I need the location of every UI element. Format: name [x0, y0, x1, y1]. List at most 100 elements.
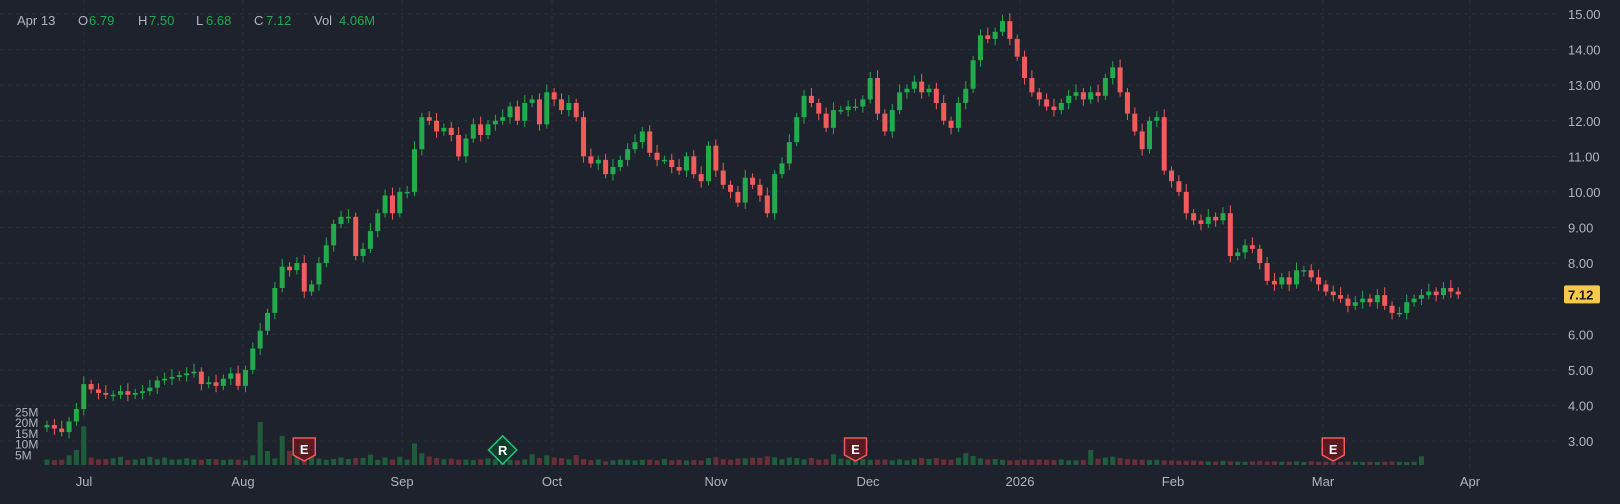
candle-body	[103, 392, 109, 395]
candle-body	[140, 391, 146, 393]
volume-bar	[581, 458, 587, 465]
candle-body	[1102, 78, 1108, 96]
candle-body	[1338, 295, 1344, 299]
candle-body	[1323, 284, 1329, 292]
time-axis[interactable]: Jul Aug Sep Oct Nov Dec 2026 Feb Mar Apr	[76, 474, 1481, 489]
volume-bar	[1396, 461, 1402, 465]
volume-bar	[316, 458, 322, 465]
volume-bar	[44, 459, 50, 465]
revision-marker[interactable]	[487, 434, 518, 466]
volume-bar	[838, 458, 844, 465]
earnings-marker[interactable]	[1321, 437, 1345, 462]
candle-body	[1220, 213, 1226, 221]
volume-bar	[1227, 461, 1233, 465]
earnings-marker[interactable]	[292, 437, 316, 462]
volume-bar	[242, 460, 248, 465]
y-tick-label: 13.00	[1568, 78, 1601, 93]
candle-body	[823, 113, 829, 128]
x-tick-label: 2026	[1006, 474, 1035, 489]
volume-bar	[1367, 461, 1373, 465]
candle-body	[992, 31, 998, 39]
volume-bar	[81, 426, 87, 465]
volume-bar	[1147, 460, 1152, 465]
candle-body	[838, 110, 844, 112]
candle-body	[1389, 305, 1395, 313]
volume-bar	[566, 459, 572, 465]
volume-bar	[1102, 457, 1108, 465]
candle-body	[66, 421, 72, 433]
candle-body	[1000, 21, 1005, 32]
candle-body	[882, 113, 888, 132]
volume-bar	[1080, 460, 1086, 465]
candle-body	[426, 117, 432, 121]
candle-body	[573, 102, 579, 118]
candle-body	[132, 392, 138, 395]
volume-bar	[1271, 461, 1277, 465]
candle-body	[691, 156, 697, 175]
candle-body	[625, 149, 631, 160]
volume-bar	[228, 459, 234, 465]
candle-body	[551, 92, 557, 100]
volume-bar	[948, 459, 954, 465]
candle-body	[294, 263, 300, 271]
candle-body	[661, 159, 667, 162]
x-tick-label: Feb	[1162, 474, 1184, 489]
volume-bar	[720, 459, 726, 465]
price-axis[interactable]: 15.00 14.00 13.00 12.00 11.00 10.00 9.00 8.00 7.…	[1564, 7, 1601, 449]
legend-volume-value: 4.06M	[339, 13, 375, 28]
volume-bar	[323, 459, 329, 465]
candle-body	[1213, 216, 1219, 221]
candle-body	[360, 248, 366, 256]
volume-bar	[478, 459, 484, 465]
volume-bar	[1007, 460, 1013, 465]
candle-body	[559, 99, 564, 111]
candle-body	[456, 134, 462, 157]
volume-bar	[728, 459, 734, 465]
candle-body	[977, 35, 983, 61]
candle-body	[772, 174, 778, 214]
x-tick-label: Aug	[231, 474, 254, 489]
volume-bar	[691, 460, 697, 465]
candle-body	[786, 142, 792, 164]
volume-bar	[73, 449, 79, 465]
candle-body	[948, 120, 954, 128]
candle-body	[118, 391, 123, 395]
volume-bar	[977, 458, 983, 465]
candle-body	[875, 78, 881, 114]
volume-bar	[742, 458, 748, 465]
y-tick-label: 4.00	[1568, 398, 1593, 413]
volume-bar	[661, 458, 667, 465]
volume-bar	[1176, 460, 1182, 465]
volume-bar	[1389, 461, 1395, 465]
candle-body	[632, 142, 638, 150]
candle-body	[73, 408, 79, 422]
volume-bar	[603, 461, 609, 465]
candle-body	[1044, 99, 1050, 107]
candle-body	[1205, 216, 1211, 224]
candle-body	[1249, 245, 1255, 249]
candle-body	[162, 378, 168, 381]
candle-body	[88, 384, 94, 390]
candle-body	[610, 167, 616, 175]
volume-tick-label: 15M	[15, 427, 38, 441]
y-tick-label: 6.00	[1568, 327, 1593, 342]
volume-bar	[257, 422, 263, 465]
earnings-marker[interactable]	[843, 437, 868, 462]
volume-bar	[757, 457, 763, 465]
candle-body	[1301, 270, 1307, 272]
candle-body	[1124, 92, 1130, 114]
volume-bar	[823, 459, 829, 465]
candle-body	[1404, 302, 1410, 313]
volume-bar	[617, 459, 623, 465]
candle-body	[367, 231, 373, 249]
volume-bar	[1235, 461, 1241, 465]
volume-bar	[198, 459, 204, 465]
candle-body	[1176, 181, 1182, 192]
volume-bar	[1279, 461, 1285, 465]
volume-bar	[279, 435, 285, 465]
volume-bar	[191, 459, 197, 465]
